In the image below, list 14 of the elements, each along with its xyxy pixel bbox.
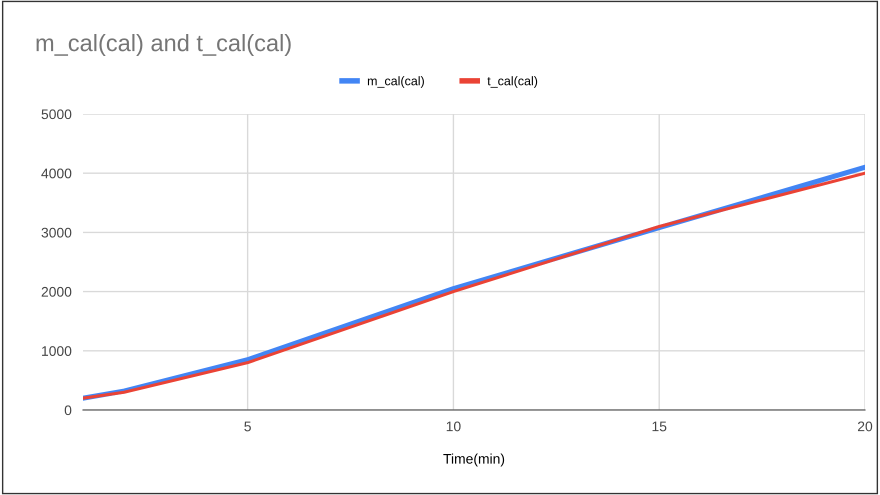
y-tick-label: 1000 (42, 346, 72, 356)
x-tick-label: 20 (858, 421, 872, 432)
x-tick-label: 15 (652, 422, 666, 432)
y-tick-label: 5000 (42, 109, 72, 120)
x-axis-title: Time(min) (443, 454, 504, 466)
legend-label: t_cal(cal) (487, 76, 538, 88)
x-tick-label: 10 (446, 421, 461, 432)
legend-label: m_cal(cal) (368, 76, 424, 88)
x-tick-label: 5 (244, 422, 251, 432)
y-tick-label: 0 (64, 405, 72, 416)
y-tick-label: 4000 (41, 168, 72, 178)
y-tick-label: 3000 (42, 228, 72, 238)
y-tick-label: 2000 (42, 286, 72, 297)
chart-title: m_cal(cal) and t_cal(cal) (36, 34, 291, 56)
